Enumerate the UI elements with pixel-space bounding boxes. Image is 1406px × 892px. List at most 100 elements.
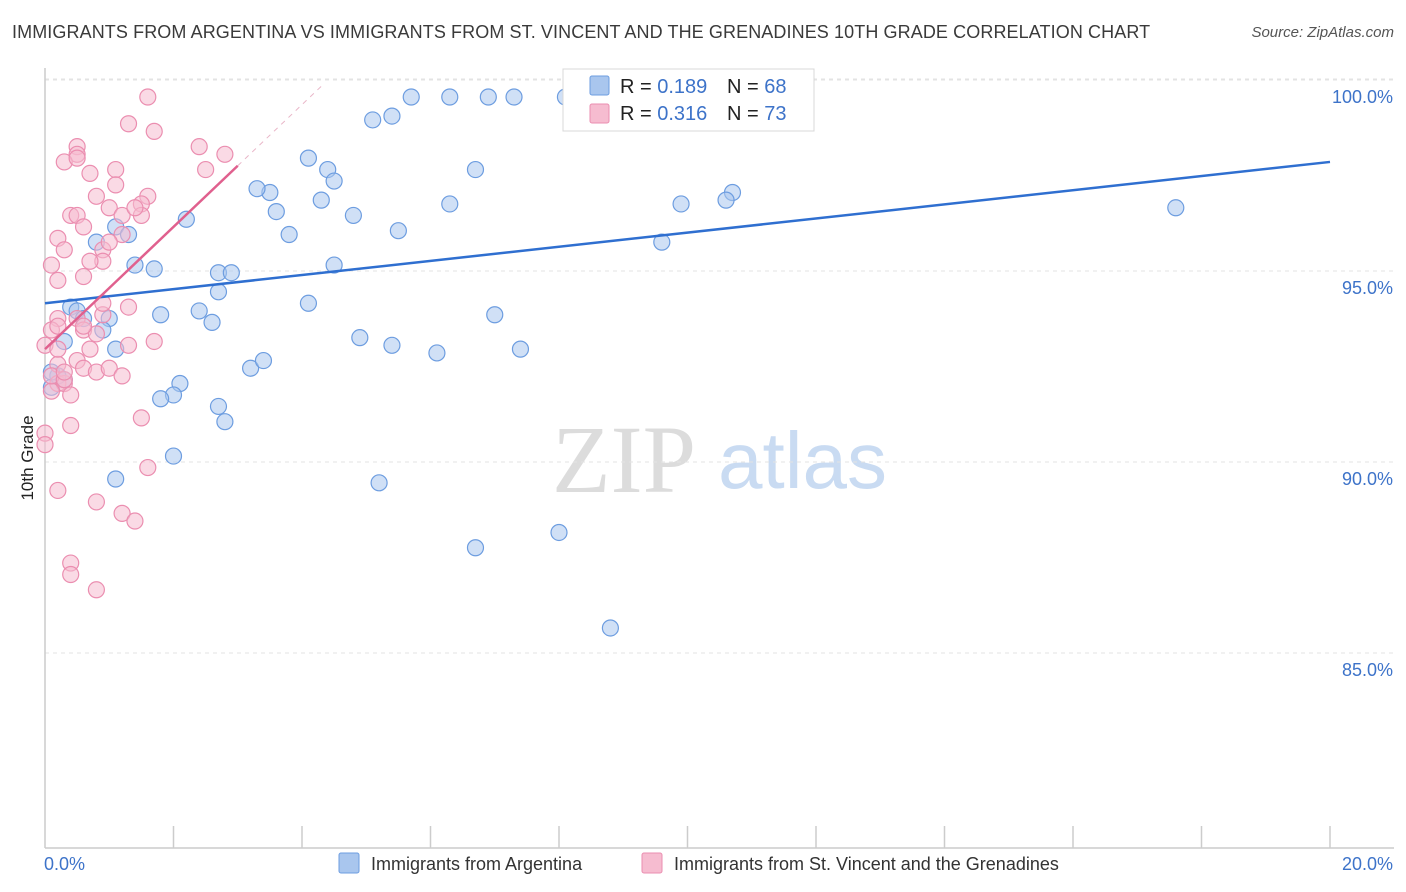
st-vincent-point: [62, 565, 80, 584]
y-tick-label: 100.0%: [1332, 87, 1393, 107]
legend-swatch-pink: [589, 103, 610, 124]
st-vincent-point: [87, 581, 106, 599]
st-vincent-point: [126, 199, 144, 217]
argentina-point: [164, 447, 183, 465]
legend-r-label-blue: R =: [620, 76, 657, 98]
st-vincent-point: [113, 504, 131, 522]
st-vincent-point: [36, 436, 54, 454]
st-vincent-point: [49, 481, 67, 500]
argentina-trend-line: [44, 160, 1331, 305]
argentina-point: [152, 390, 170, 408]
argentina-point: [203, 313, 221, 331]
st-vincent-point: [55, 241, 73, 259]
argentina-point: [325, 172, 343, 190]
legend-n-label-blue: N =: [727, 76, 764, 98]
argentina-point: [344, 206, 362, 225]
st-vincent-point: [190, 138, 208, 156]
legend-r-label-pink: R =: [620, 103, 657, 125]
argentina-point: [479, 88, 497, 106]
argentina-point: [177, 210, 195, 228]
y-tick-label: 85.0%: [1342, 660, 1393, 680]
argentina-point: [222, 264, 240, 282]
st-vincent-trend-line: [44, 164, 239, 351]
y-tick-label: 95.0%: [1342, 278, 1393, 298]
st-vincent-point: [42, 382, 61, 400]
source-credit: Source: ZipAtlas.com: [1251, 24, 1394, 41]
argentina-point: [280, 225, 298, 244]
argentina-point: [299, 149, 318, 167]
st-vincent-point: [145, 332, 163, 351]
st-vincent-point: [139, 88, 157, 106]
watermark-atlas: atlas: [718, 416, 887, 505]
argentina-point: [383, 107, 401, 125]
st-vincent-point: [81, 340, 99, 358]
st-vincent-point: [113, 206, 131, 225]
st-vincent-point: [145, 122, 163, 140]
trend-lines: [44, 85, 1331, 351]
st-vincent-point: [74, 218, 93, 236]
st-vincent-point: [119, 336, 138, 354]
data-points: [36, 84, 1185, 637]
chart-title: IMMIGRANTS FROM ARGENTINA VS IMMIGRANTS …: [12, 22, 1151, 42]
legend-n-value-blue: 68: [764, 76, 786, 98]
argentina-point: [486, 306, 504, 324]
argentina-point: [209, 283, 228, 301]
argentina-point: [364, 111, 382, 129]
argentina-point: [242, 359, 260, 377]
argentina-point: [717, 191, 735, 209]
argentina-point: [466, 160, 485, 179]
argentina-point: [511, 340, 530, 358]
argentina-point: [370, 474, 388, 492]
argentina-point: [267, 203, 285, 221]
argentina-point: [672, 195, 690, 213]
st-vincent-point: [100, 199, 118, 217]
st-vincent-point: [100, 233, 118, 251]
legend-row-pink: R = 0.316: [620, 103, 707, 125]
legend-n-blue: N = 68: [727, 76, 787, 98]
argentina-point: [653, 233, 671, 251]
series-legend-label-argentina: Immigrants from Argentina: [371, 854, 583, 874]
argentina-point: [209, 397, 228, 416]
st-vincent-point: [139, 458, 157, 477]
argentina-point: [550, 523, 568, 542]
argentina-point: [441, 88, 459, 106]
legend-r-value-pink: 0.316: [657, 103, 707, 125]
st-vincent-point: [68, 149, 86, 167]
series-legend-label-st-vincent: Immigrants from St. Vincent and the Gren…: [674, 854, 1059, 874]
x-ticks: [172, 826, 1331, 848]
st-vincent-point: [62, 416, 80, 435]
st-vincent-point: [126, 512, 144, 530]
y-tick-label: 90.0%: [1342, 469, 1393, 489]
legend-n-value-pink: 73: [764, 103, 786, 125]
stats-legend: R = 0.189 N = 68 R = 0.316 N = 73: [562, 68, 815, 132]
st-vincent-point: [49, 271, 67, 289]
argentina-point: [351, 329, 369, 347]
argentina-point: [505, 88, 523, 106]
argentina-point: [601, 619, 620, 637]
legend-n-label-pink: N =: [727, 103, 764, 125]
argentina-point: [441, 195, 459, 213]
st-vincent-point: [74, 267, 93, 286]
legend-n-pink: N = 73: [727, 103, 787, 125]
y-axis-label: 10th Grade: [18, 415, 37, 500]
st-vincent-point: [113, 225, 131, 244]
st-vincent-point: [119, 115, 138, 133]
argentina-point: [325, 256, 343, 274]
argentina-point: [145, 260, 163, 278]
st-vincent-point: [107, 160, 125, 179]
axes: [44, 68, 1394, 849]
st-vincent-point: [113, 367, 131, 385]
st-vincent-point: [100, 359, 118, 377]
st-vincent-point: [49, 317, 67, 335]
x-tick-label: 0.0%: [44, 854, 85, 874]
st-vincent-point: [49, 340, 67, 358]
st-vincent-point: [216, 145, 234, 163]
st-vincent-point: [62, 386, 80, 404]
argentina-point: [389, 222, 407, 240]
argentina-point: [299, 294, 318, 312]
st-vincent-point: [87, 187, 106, 205]
watermark-zip: ZIP: [552, 406, 696, 513]
argentina-point: [254, 351, 273, 370]
argentina-point: [216, 413, 234, 431]
argentina-point: [152, 306, 170, 324]
